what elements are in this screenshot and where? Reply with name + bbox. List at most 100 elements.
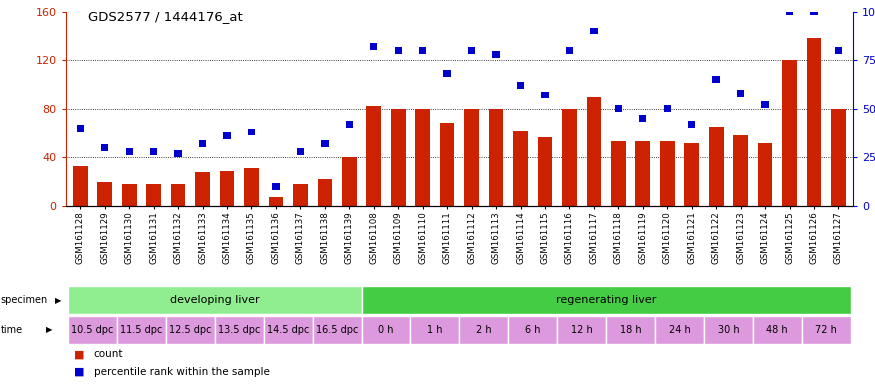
Text: count: count — [94, 349, 123, 359]
Text: 6 h: 6 h — [525, 325, 541, 335]
Bar — [122, 184, 136, 206]
Bar — [704, 316, 752, 344]
Text: ▶: ▶ — [46, 325, 52, 334]
Bar — [663, 105, 671, 112]
Text: 10.5 dpc: 10.5 dpc — [72, 325, 114, 335]
Bar — [557, 316, 606, 344]
Bar — [591, 28, 598, 34]
Bar — [660, 141, 675, 206]
Bar — [611, 141, 626, 206]
Bar — [223, 132, 231, 139]
Bar — [312, 316, 361, 344]
Text: 18 h: 18 h — [620, 325, 641, 335]
Bar — [459, 316, 508, 344]
Bar — [244, 168, 259, 206]
Bar — [761, 101, 769, 108]
Bar — [802, 316, 850, 344]
Bar — [395, 47, 402, 54]
Text: ■: ■ — [74, 366, 85, 377]
Text: 48 h: 48 h — [766, 325, 788, 335]
Bar — [68, 316, 117, 344]
Bar — [73, 166, 88, 206]
Text: 1 h: 1 h — [427, 325, 443, 335]
Bar — [318, 179, 332, 206]
Bar — [214, 316, 263, 344]
Bar — [635, 141, 650, 206]
Bar — [419, 47, 426, 54]
Bar — [712, 76, 720, 83]
Text: 11.5 dpc: 11.5 dpc — [120, 325, 163, 335]
Bar — [758, 143, 773, 206]
Bar — [410, 316, 459, 344]
Bar — [688, 121, 696, 127]
Bar — [655, 316, 704, 344]
Bar — [614, 105, 622, 112]
Bar — [489, 109, 503, 206]
Bar — [562, 109, 577, 206]
Text: 13.5 dpc: 13.5 dpc — [218, 325, 261, 335]
Bar — [269, 197, 284, 206]
Bar — [117, 316, 166, 344]
Text: developing liver: developing liver — [170, 295, 260, 305]
Bar — [542, 92, 549, 98]
Bar — [786, 8, 794, 15]
Text: ▶: ▶ — [55, 296, 61, 305]
Bar — [737, 90, 745, 96]
Bar — [566, 47, 573, 54]
Bar — [537, 137, 552, 206]
Bar — [367, 106, 382, 206]
Bar — [272, 183, 280, 190]
Bar — [416, 109, 430, 206]
Bar — [68, 286, 361, 314]
Bar — [171, 184, 186, 206]
Bar — [297, 148, 304, 155]
Bar — [102, 144, 108, 151]
Bar — [125, 148, 133, 155]
Bar — [361, 316, 410, 344]
Bar — [810, 8, 817, 15]
Text: 12.5 dpc: 12.5 dpc — [169, 325, 212, 335]
Bar — [586, 96, 601, 206]
Bar — [346, 121, 353, 127]
Text: 14.5 dpc: 14.5 dpc — [267, 325, 310, 335]
Bar — [150, 148, 157, 155]
Bar — [468, 47, 475, 54]
Bar — [263, 316, 312, 344]
Bar — [835, 47, 842, 54]
Bar — [752, 316, 802, 344]
Text: percentile rank within the sample: percentile rank within the sample — [94, 366, 270, 377]
Bar — [440, 123, 454, 206]
Bar — [606, 316, 655, 344]
Bar — [831, 109, 846, 206]
Bar — [370, 43, 377, 50]
Text: specimen: specimen — [1, 295, 48, 305]
Bar — [293, 184, 308, 206]
Bar — [807, 38, 822, 206]
Bar — [220, 170, 234, 206]
Text: 24 h: 24 h — [668, 325, 690, 335]
Bar — [77, 125, 84, 131]
Text: GDS2577 / 1444176_at: GDS2577 / 1444176_at — [88, 10, 242, 23]
Bar — [97, 182, 112, 206]
Bar — [166, 316, 214, 344]
Bar — [639, 115, 647, 122]
Bar — [684, 143, 699, 206]
Text: time: time — [1, 325, 23, 335]
Bar — [733, 136, 748, 206]
Bar — [782, 60, 797, 206]
Bar — [195, 172, 210, 206]
Bar — [465, 109, 479, 206]
Bar — [342, 157, 357, 206]
Bar — [513, 131, 528, 206]
Text: ■: ■ — [74, 349, 85, 359]
Bar — [517, 82, 524, 89]
Bar — [199, 140, 206, 147]
Bar — [444, 70, 451, 77]
Bar — [174, 150, 182, 157]
Bar — [508, 316, 557, 344]
Text: 72 h: 72 h — [816, 325, 837, 335]
Text: 0 h: 0 h — [378, 325, 394, 335]
Text: 12 h: 12 h — [570, 325, 592, 335]
Text: regenerating liver: regenerating liver — [556, 295, 656, 305]
Bar — [493, 51, 500, 58]
